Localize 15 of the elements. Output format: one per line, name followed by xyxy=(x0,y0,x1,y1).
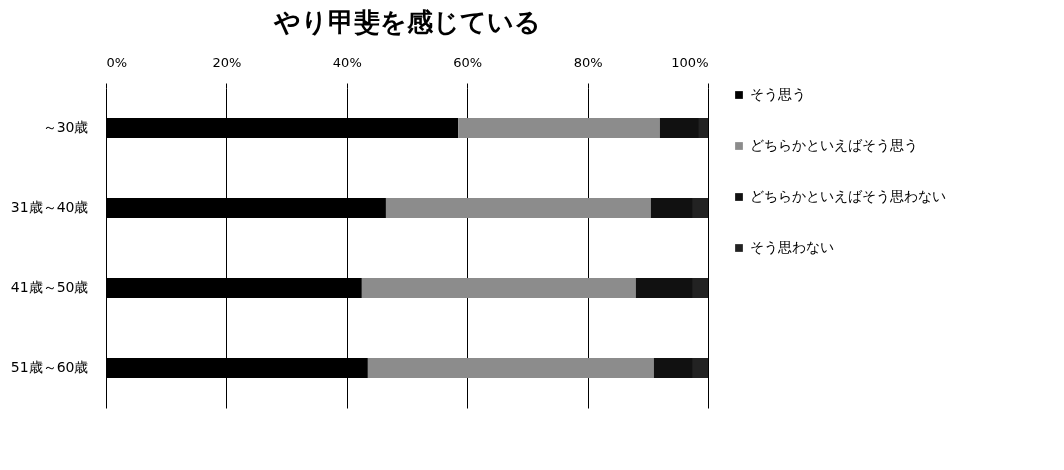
x-tick-label: 40% xyxy=(332,54,362,70)
y-tick-label: ～30歳 xyxy=(42,119,89,135)
x-tick-label: 20% xyxy=(212,54,242,70)
x-tick-label: 100% xyxy=(671,54,709,70)
x-tick-label: 0% xyxy=(106,54,128,70)
y-tick-label: 51歳～60歳 xyxy=(10,359,89,375)
legend-label: そう思わない xyxy=(750,239,834,255)
legend-label: どちらかといえばそう思う xyxy=(750,137,918,153)
y-tick-label: 41歳～50歳 xyxy=(10,279,89,295)
x-tick-label: 60% xyxy=(453,54,483,70)
legend-label: そう思う xyxy=(750,86,806,102)
x-tick-label: 80% xyxy=(573,54,603,70)
chart-title: やり甲斐を感じている xyxy=(272,7,541,37)
legend-label: どちらかといえばそう思わない xyxy=(750,188,946,204)
y-tick-label: 31歳～40歳 xyxy=(10,199,89,215)
